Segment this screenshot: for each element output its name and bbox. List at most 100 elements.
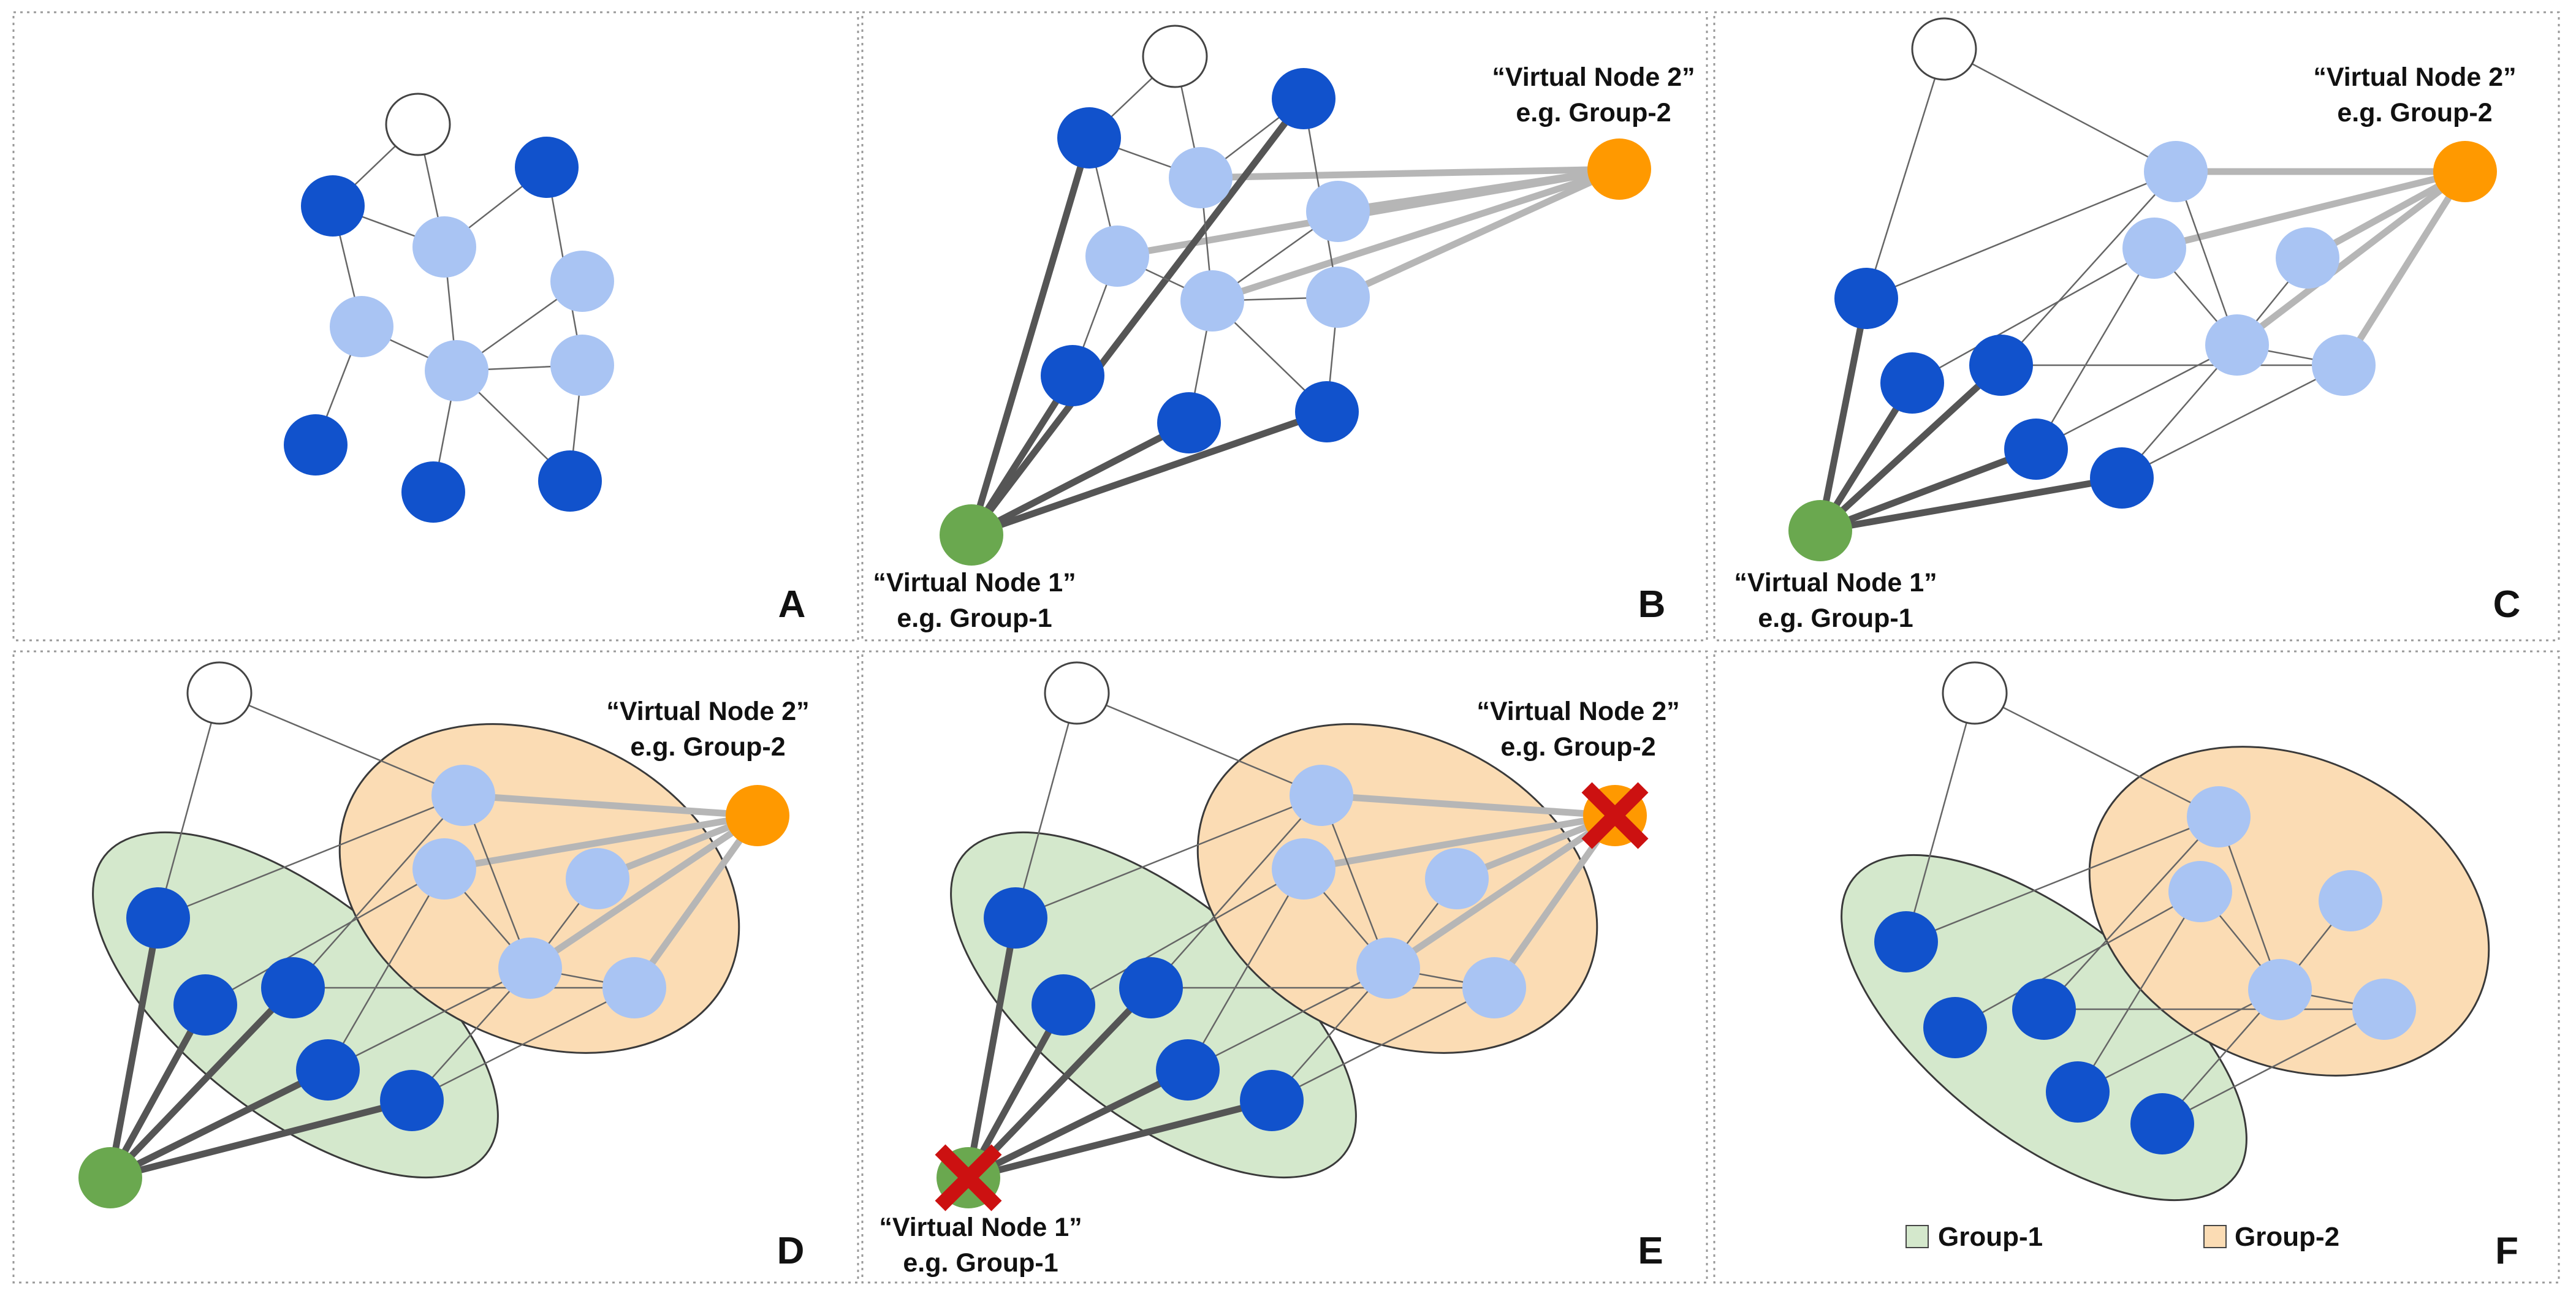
group-1-node — [2004, 419, 2068, 480]
removed-cross-icon — [935, 1144, 1002, 1211]
panel-borders — [12, 11, 2560, 1284]
virtual-node-1 — [1788, 500, 1852, 561]
graph-edge — [204, 868, 446, 1006]
group-1-node — [2090, 447, 2154, 509]
panel-c-letter: C — [2493, 583, 2521, 626]
panel-e-virtual-node-1-label: “Virtual Node 1” — [879, 1213, 1082, 1242]
panel-b-virtual-node-1-example: e.g. Group-1 — [897, 604, 1052, 633]
graph-edge — [1905, 816, 2220, 943]
group-2-node — [550, 335, 614, 396]
virtual-node-1-edge — [107, 1097, 416, 1181]
panel-d-letter: D — [777, 1230, 805, 1272]
virtual-node-1-edge — [968, 372, 1076, 539]
panel-c-virtual-node-2-example: e.g. Group-2 — [2337, 98, 2492, 127]
virtual-node-2-edge — [1300, 812, 1619, 873]
graph-edge — [327, 967, 531, 1071]
group-1-node — [284, 414, 348, 476]
virtual-node-1-edge — [1817, 445, 2040, 534]
panel-c: “Virtual Node 1” e.g. Group-1 “Virtual N… — [1734, 17, 2521, 633]
group-2-node — [2319, 870, 2382, 931]
graph-edge — [1014, 794, 1323, 919]
group-1-node — [296, 1039, 360, 1101]
virtual-node-1-edge — [107, 1066, 332, 1181]
group-1-node — [2046, 1061, 2110, 1123]
virtual-node-1 — [78, 1147, 142, 1208]
group-1-node — [1157, 392, 1221, 453]
group-1-node — [1041, 345, 1104, 406]
virtual-node-2-edge — [2340, 168, 2469, 369]
group-2-node — [602, 957, 666, 1018]
virtual-node-2-edge — [526, 812, 761, 972]
group-1-node — [401, 461, 465, 523]
panel-d-virtual-node-2-example: e.g. Group-2 — [630, 732, 785, 762]
graph-edge — [1954, 890, 2202, 1029]
graph-edge — [218, 692, 465, 797]
virtual-node-1-edge — [1817, 474, 2126, 534]
group-2-node — [2352, 979, 2416, 1040]
group-2-node — [1356, 938, 1420, 999]
legend-group-2-swatch — [2203, 1225, 2227, 1248]
panel-f: Group-1 Group-2 F — [1841, 661, 2518, 1272]
virtual-node-1-edge — [965, 1066, 1191, 1181]
graph-edge — [327, 868, 446, 1071]
panel-a-letter: A — [778, 583, 806, 626]
panel-e-virtual-node-2-label: “Virtual Node 2” — [1476, 697, 1679, 726]
virtual-node-2-edge — [1334, 165, 1623, 301]
virtual-node-1-edge — [107, 1001, 209, 1181]
group-2-node — [566, 848, 629, 909]
panel-b-virtual-node-2-example: e.g. Group-2 — [1516, 98, 1671, 127]
graph-edge — [157, 692, 221, 919]
virtual-node-1-edge — [965, 1001, 1067, 1181]
graph-edge — [1150, 794, 1323, 989]
graph-edge — [2161, 1008, 2385, 1125]
group-2-node — [425, 340, 488, 401]
virtual-node-1-edge — [1817, 362, 2005, 534]
graph-edge — [1062, 868, 1305, 1006]
group-2-node — [2187, 786, 2251, 847]
graph-edge — [1271, 987, 1495, 1102]
group-2-node — [2168, 861, 2232, 922]
group-1-node — [515, 137, 579, 198]
graph-edge — [1187, 967, 1389, 1071]
group-2-node — [1169, 147, 1233, 208]
panel-border-4 — [12, 650, 859, 1284]
panel-c-virtual-node-2-label: “Virtual Node 2” — [2313, 63, 2516, 92]
virtual-node-2-edge — [1209, 165, 1623, 305]
virtual-node-2-edge — [2233, 168, 2469, 349]
group-2-node — [412, 838, 476, 900]
group-2-node — [2248, 959, 2312, 1020]
group-1-node — [1272, 68, 1335, 129]
graph-edge — [1905, 692, 1976, 943]
virtual-node-2-edge — [1197, 165, 1623, 181]
virtual-node-2-edge — [1385, 812, 1619, 972]
group-1-node — [1834, 268, 1898, 329]
group-1-node — [1032, 974, 1095, 1036]
graph-edge — [2000, 170, 2177, 366]
panel-b-virtual-node-2-label: “Virtual Node 2” — [1492, 63, 1695, 92]
unlabeled-node — [1911, 17, 1977, 81]
virtual-node-1-edge — [107, 984, 297, 1181]
virtual-node-2-edge — [1318, 792, 1619, 819]
graph-edge — [157, 794, 465, 919]
panel-d: “Virtual Node 2” e.g. Group-2 D — [78, 661, 810, 1272]
group-2-node — [330, 296, 393, 357]
virtual-node-2 — [2433, 141, 2497, 202]
group-2-node — [2312, 335, 2376, 396]
virtual-node-1-edge — [968, 95, 1307, 539]
virtual-node-1-edge — [965, 984, 1155, 1181]
graph-edge — [2043, 816, 2220, 1010]
graph-edge — [2035, 247, 2156, 450]
graph-edge — [1911, 247, 2156, 384]
group-2-node — [1306, 267, 1370, 328]
group-1-node — [261, 957, 325, 1018]
graph-edge — [411, 987, 636, 1102]
panel-c-virtual-node-1-example: e.g. Group-1 — [1758, 604, 1913, 633]
group-2-node — [1290, 765, 1353, 826]
group-2-node — [1085, 225, 1149, 287]
group-2-node — [2144, 141, 2208, 202]
unlabeled-node — [1942, 661, 2008, 725]
panel-border-6 — [1713, 650, 2560, 1284]
virtual-node-2-edge — [460, 792, 761, 819]
group-1-node — [126, 887, 190, 949]
group-2-node — [1306, 181, 1370, 242]
